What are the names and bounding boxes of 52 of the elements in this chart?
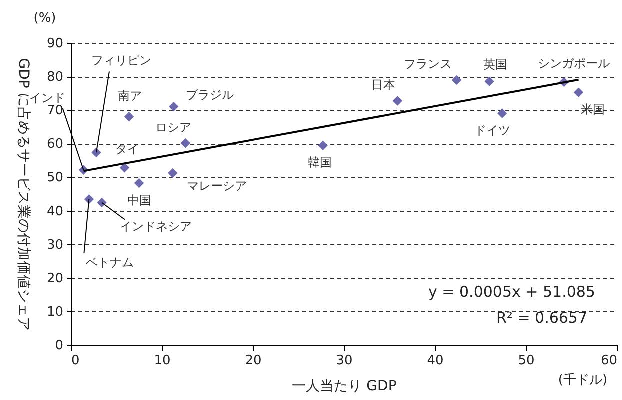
annotation: マレーシア (186, 179, 247, 194)
annotation: y = 0.0005x + 51.085 (428, 283, 596, 301)
point (97, 198, 107, 208)
point (134, 178, 144, 188)
point (392, 96, 403, 106)
annotation: ドイツ (474, 123, 510, 138)
point (168, 168, 178, 178)
annotation: ブラジル (186, 88, 234, 102)
point (574, 88, 584, 98)
annotation: 中国 (127, 193, 152, 208)
y-tick-label: 70 (46, 104, 64, 119)
annotation: ロシア (156, 120, 192, 134)
annotation: 韓国 (308, 156, 332, 170)
annotation: シンガポール (538, 56, 610, 70)
y-tick-label: 80 (46, 70, 64, 86)
x-tick-label: 30 (336, 354, 353, 368)
annotation: 日本 (372, 78, 396, 92)
x-tick-label: 40 (427, 354, 444, 368)
point (120, 162, 130, 173)
annotation: R² = 0.6657 (496, 309, 588, 327)
annotation: インド (30, 91, 66, 106)
y-tick-label: 90 (46, 36, 64, 52)
y-axis-title: GDP に占めるサービス業の付加価値シェア (16, 58, 32, 331)
x-tick-label: 50 (518, 354, 535, 368)
x-tick-label: 20 (245, 354, 262, 368)
point (484, 76, 494, 86)
x-axis-title: 一人当たり GDP (292, 378, 397, 394)
annotation: フィリピン (91, 54, 152, 68)
y-tick-label: 50 (46, 170, 64, 186)
y-tick-label: 40 (46, 204, 64, 220)
y-tick-label: 0 (55, 338, 64, 354)
annotation: タイ (116, 142, 140, 156)
point (452, 75, 462, 86)
x-tick-label: 10 (154, 354, 171, 368)
y-tick-label: 20 (46, 271, 64, 286)
point (168, 102, 179, 112)
annotation: インドネシア (120, 220, 192, 234)
text: (千ドル) (558, 373, 608, 388)
point (497, 108, 508, 118)
x-tick-label: 60 (600, 354, 618, 368)
annotation: フランス (404, 57, 452, 72)
text: (%) (34, 11, 56, 26)
annotation: 南ア (118, 88, 142, 103)
annotation: 英国 (484, 58, 508, 72)
point (124, 112, 134, 122)
y-tick-label: 60 (46, 137, 64, 152)
x-tick-label: 0 (72, 354, 80, 368)
y-tick-label: 30 (46, 238, 64, 253)
point (180, 138, 191, 148)
y-tick-label: 10 (46, 304, 64, 320)
point (318, 140, 328, 151)
annotation: ベトナム (86, 255, 134, 270)
